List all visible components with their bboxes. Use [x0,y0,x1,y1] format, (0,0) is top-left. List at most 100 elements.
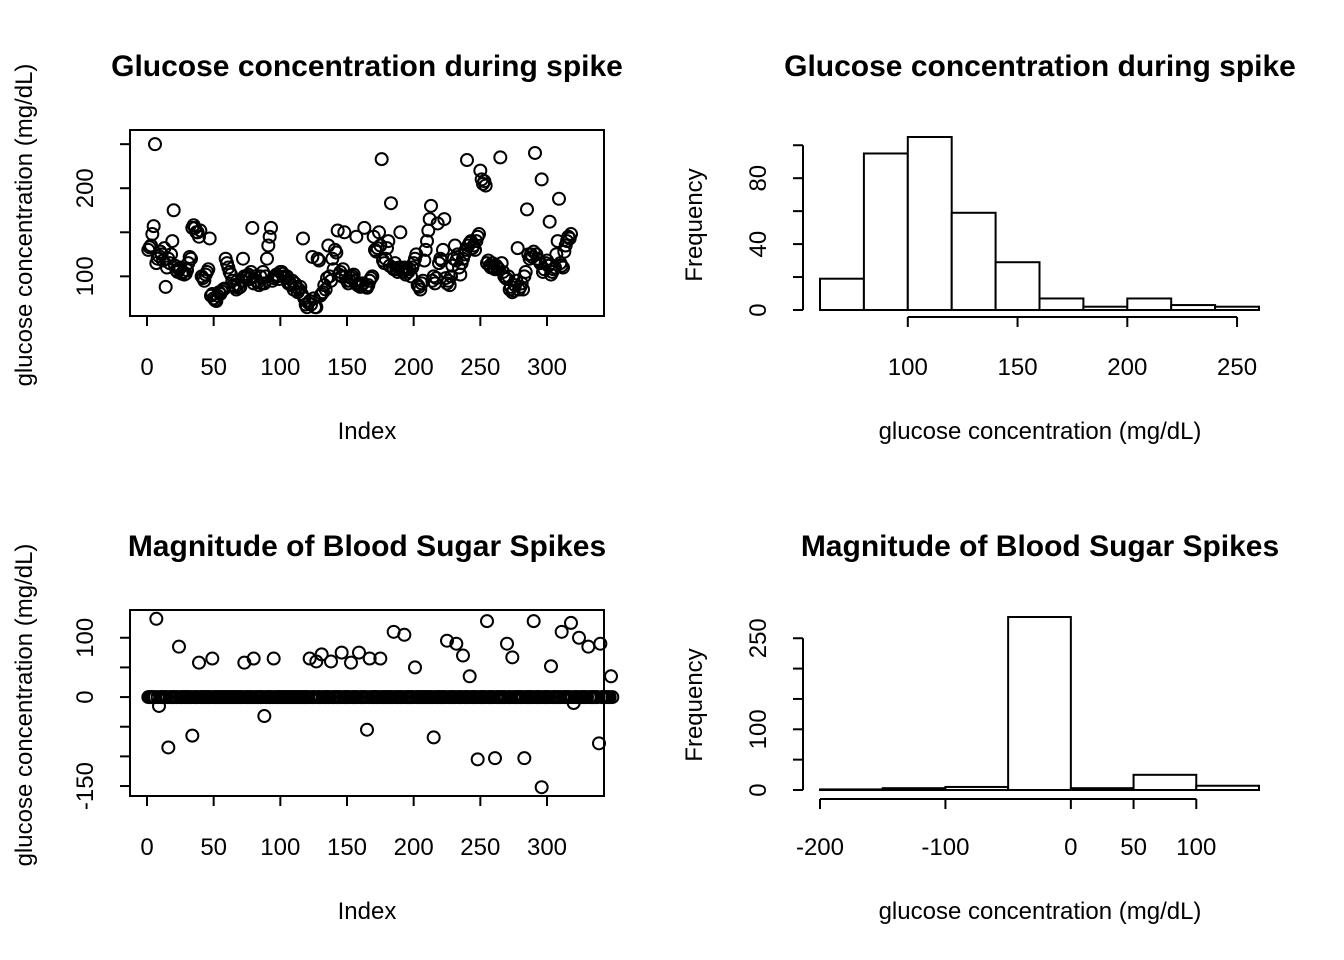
data-point [437,212,452,227]
x-tick-label: 100 [260,354,300,381]
data-point [534,172,549,187]
data-point [552,191,566,206]
x-axis-label: Index [338,898,397,925]
data-point [505,650,520,665]
data-point [165,234,180,249]
data-point [261,238,276,253]
data-point [518,264,533,279]
histogram-bar [1214,305,1260,312]
y-axis-label: Frequency [681,168,708,281]
chart-title: Glucose concentration during spike [111,50,623,83]
histogram-bar [906,136,953,311]
data-point [542,214,557,229]
y-axis-label: glucose concentration (mg/dL) [11,64,38,387]
x-tick-label: 150 [327,354,367,381]
data-point [296,231,310,246]
data-point [373,238,388,253]
data-point [572,630,586,645]
x-tick-label: 200 [394,354,434,381]
data-point [404,269,418,284]
y-axis-label: Frequency [681,648,708,761]
x-tick-label: 150 [327,834,367,861]
data-point [426,730,441,745]
data-point [444,269,458,284]
x-tick-label: 200 [394,834,434,861]
x-tick-label: -200 [796,834,844,861]
x-tick-label: 300 [527,834,567,861]
x-tick-label: 50 [200,834,227,861]
data-point [605,690,620,705]
data-point [193,223,208,238]
data-point [146,219,161,234]
x-tick-label: 50 [200,354,227,381]
data-point [549,247,564,262]
data-point [182,249,197,264]
data-point [349,229,364,244]
data-point [145,227,160,242]
data-point [436,242,450,257]
histogram-bar [819,277,865,312]
data-point [384,196,398,211]
data-point [324,654,338,669]
y-tick-label: 200 [72,168,99,208]
histogram-bar [950,211,997,311]
y-tick-label: 0 [72,690,99,703]
data-point [357,220,372,235]
y-tick-label: 40 [745,231,772,258]
data-point [554,258,569,273]
x-axis-label: glucose concentration (mg/dL) [879,898,1202,925]
data-point [374,152,389,167]
data-point [380,241,394,256]
data-point [604,669,618,684]
histogram-bar [1082,305,1129,312]
data-point [205,651,220,666]
histogram-bar [1038,297,1085,312]
x-tick-label: 250 [1217,354,1257,381]
histogram-bar [1170,304,1217,311]
data-point [306,291,321,306]
data-point [528,145,542,160]
data-point [418,242,433,257]
data-point [172,639,186,654]
x-tick-label: 100 [260,834,300,861]
data-point [544,659,558,674]
x-tick-label: 250 [460,354,500,381]
y-tick-label: 80 [745,165,772,192]
x-tick-label: 0 [140,354,153,381]
data-point [353,279,368,294]
data-point [245,220,260,235]
data-point [373,651,388,666]
data-point [500,636,514,651]
data-point [202,231,217,246]
data-point [302,651,317,666]
y-tick-label: 250 [745,618,772,658]
data-point [266,651,281,666]
data-point [334,645,349,660]
chart-title: Magnitude of Blood Sugar Spikes [128,530,606,563]
data-point [526,614,541,629]
histogram-bar [1126,297,1173,312]
data-point [370,241,385,256]
data-point [516,282,530,297]
data-point [468,242,482,257]
data-point [185,728,200,743]
data-point [561,229,576,244]
data-point [534,780,549,795]
x-tick-label: 250 [460,834,500,861]
data-point [314,286,329,301]
data-point [564,615,578,630]
data-point [262,229,277,244]
histogram-bar [1195,784,1261,791]
data-point [460,153,474,168]
histogram-bar [819,788,884,792]
data-point [564,227,578,242]
data-point [592,736,606,751]
x-axis-label: glucose concentration (mg/dL) [879,418,1202,445]
y-tick-label: 100 [745,709,772,749]
data-point [510,241,525,256]
data-point [337,225,352,240]
y-tick-label: -150 [72,762,99,810]
data-point [517,751,532,766]
data-point [260,251,274,266]
x-tick-label: 100 [1176,834,1216,861]
